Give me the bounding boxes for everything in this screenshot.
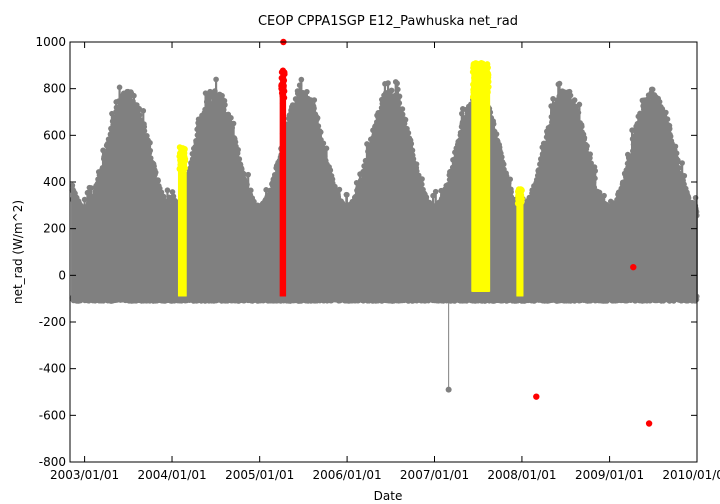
main-series-point: [158, 189, 165, 196]
main-series-point: [298, 76, 305, 83]
main-series-point: [311, 97, 318, 103]
main-series-point: [164, 187, 171, 194]
main-series-point: [152, 169, 159, 176]
main-series-point: [213, 76, 219, 83]
main-series-point: [221, 97, 228, 104]
main-series-point: [419, 176, 425, 182]
main-series-point: [323, 145, 330, 152]
main-series-point: [402, 116, 409, 123]
main-series-point: [141, 128, 148, 134]
main-series-point: [147, 147, 154, 154]
main-series-point: [69, 182, 76, 189]
main-series-point: [170, 193, 177, 200]
main-series-point: [140, 107, 147, 114]
main-series-point: [202, 90, 209, 96]
main-series-point: [385, 80, 391, 86]
main-series-point: [344, 191, 350, 198]
main-series-point: [413, 161, 420, 167]
main-series-point: [235, 146, 241, 153]
main-series-point: [317, 129, 324, 135]
main-series-point: [169, 189, 176, 195]
main-series-point: [236, 156, 243, 162]
main-series-point: [147, 139, 153, 146]
main-series-point: [88, 185, 94, 191]
main-series-point: [116, 84, 123, 91]
main-series-point: [395, 86, 401, 93]
main-series-point: [144, 133, 150, 139]
main-series-point: [320, 140, 327, 147]
main-series-point: [136, 112, 143, 118]
main-series-point: [160, 193, 167, 200]
y-axis-label: net_rad (W/m^2): [11, 200, 25, 304]
main-series-point: [388, 87, 395, 94]
main-series-point: [230, 120, 237, 127]
main-series-point: [432, 188, 439, 195]
main-series-point: [155, 177, 161, 184]
main-series-point: [81, 196, 88, 203]
data-points: [69, 38, 700, 427]
main-series-point: [304, 88, 310, 95]
main-series-point: [399, 106, 406, 112]
main-series-point: [408, 140, 415, 147]
main-series-point: [336, 186, 343, 193]
chart-title: CEOP CPPA1SGP E12_Pawhuska net_rad: [258, 14, 518, 29]
main-series-point: [228, 115, 234, 121]
main-series-point: [405, 130, 412, 136]
x-axis-label: Date: [374, 489, 403, 503]
main-series-point: [248, 187, 254, 194]
main-series-point: [423, 194, 430, 201]
main-series-point: [327, 167, 334, 174]
main-series-point: [131, 92, 137, 99]
main-series-point: [222, 102, 228, 108]
main-series-point: [396, 93, 403, 100]
main-series-point: [219, 92, 225, 99]
main-series-point: [141, 123, 148, 130]
main-series-point: [315, 123, 322, 129]
main-series-point: [314, 115, 321, 121]
main-series-point: [241, 171, 247, 177]
main-series-point: [409, 147, 416, 154]
main-series-point: [232, 139, 239, 145]
main-series-point: [245, 171, 251, 178]
main-series-point: [394, 80, 400, 87]
